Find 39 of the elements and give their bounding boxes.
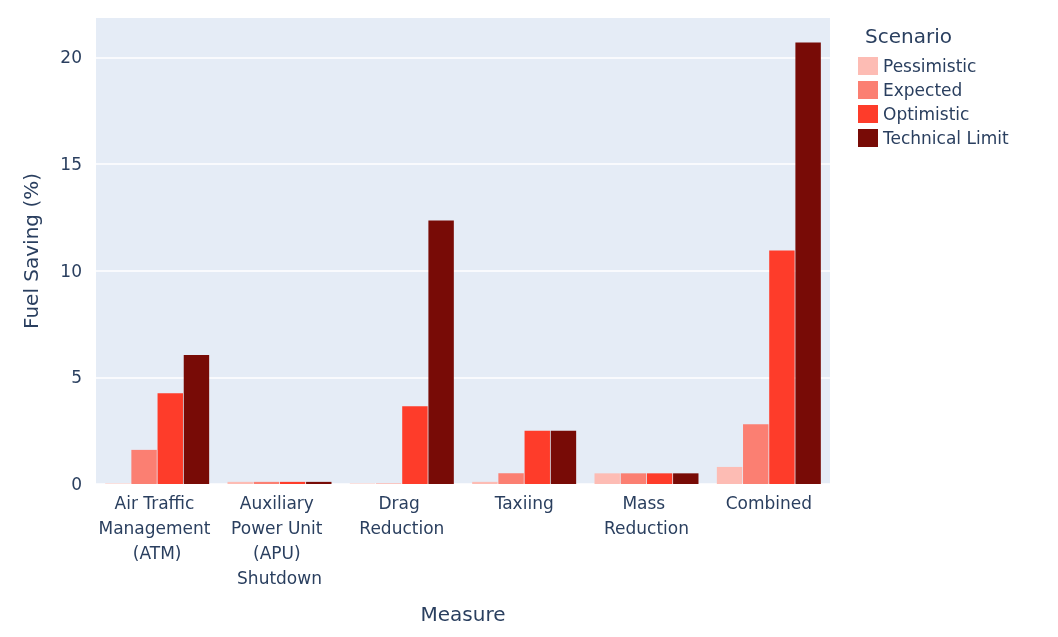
x-tick-label: Drag Reduction bbox=[359, 492, 445, 538]
bar bbox=[524, 430, 550, 484]
x-tick-label: Mass Reduction bbox=[604, 492, 689, 538]
y-axis-title: Fuel Saving (%) bbox=[19, 173, 43, 329]
bar bbox=[620, 473, 647, 484]
bar bbox=[769, 250, 795, 484]
bar bbox=[131, 449, 157, 484]
bar bbox=[306, 481, 332, 484]
legend-label: Optimistic bbox=[883, 104, 970, 124]
x-tick-label: Combined bbox=[725, 492, 813, 513]
bar bbox=[716, 466, 743, 484]
legend-label: Technical Limit bbox=[882, 128, 1009, 148]
bar bbox=[279, 481, 306, 484]
x-axis-title: Measure bbox=[420, 602, 506, 626]
x-tick-label: Air Traffic Management (ATM) bbox=[98, 492, 216, 563]
bar bbox=[795, 42, 821, 484]
y-tick-label: 10 bbox=[60, 260, 82, 281]
y-tick-label: 0 bbox=[71, 474, 82, 494]
bar bbox=[498, 473, 524, 484]
legend-label: Pessimistic bbox=[883, 56, 977, 76]
bar bbox=[550, 430, 577, 484]
legend-title: Scenario bbox=[865, 24, 952, 48]
bar bbox=[157, 393, 183, 484]
legend-label: Expected bbox=[883, 80, 963, 100]
bar bbox=[253, 481, 280, 484]
y-tick-label: 15 bbox=[60, 154, 82, 175]
bar bbox=[594, 473, 620, 484]
bar bbox=[743, 424, 769, 484]
bar bbox=[428, 220, 454, 484]
bar bbox=[673, 473, 699, 484]
bar bbox=[402, 406, 428, 484]
y-tick-label: 5 bbox=[71, 367, 82, 388]
bar bbox=[227, 481, 253, 484]
bar bbox=[183, 354, 210, 484]
x-tick-label: Taxiing bbox=[493, 492, 554, 513]
bar bbox=[646, 473, 673, 484]
x-tick-label: Auxiliary Power Unit (APU) Shutdown bbox=[231, 492, 328, 588]
y-tick-label: 20 bbox=[60, 47, 82, 68]
bar bbox=[472, 481, 498, 484]
